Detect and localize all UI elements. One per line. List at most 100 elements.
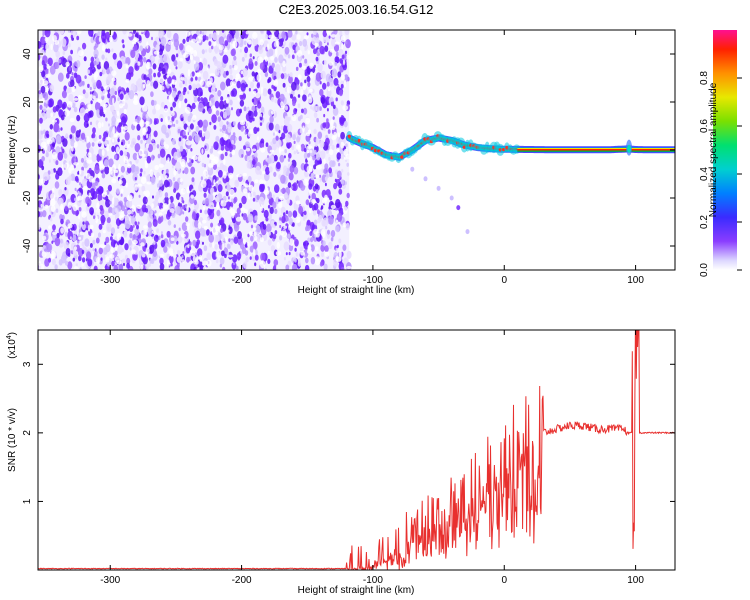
noise-blob (274, 208, 278, 214)
noise-blob (321, 213, 325, 218)
noise-gap (213, 179, 216, 185)
noise-gap (199, 57, 202, 62)
noise-blob (104, 166, 110, 175)
noise-gap (179, 178, 183, 183)
noise-blob (140, 139, 143, 144)
noise-blob (69, 236, 72, 240)
noise-blob (231, 198, 234, 203)
noise-blob (129, 247, 132, 251)
noise-blob (305, 199, 310, 206)
noise-blob (207, 107, 212, 115)
noise-blob (324, 245, 329, 253)
noise-gap (276, 241, 280, 249)
noise-blob (284, 46, 290, 55)
noise-blob (157, 189, 163, 198)
noise-gap (296, 216, 301, 223)
noise-gap (188, 31, 192, 36)
noise-blob (214, 244, 218, 250)
noise-gap (228, 172, 234, 179)
noise-blob (104, 241, 107, 245)
noise-gap (166, 159, 170, 163)
noise-blob (108, 123, 110, 127)
noise-blob (114, 155, 117, 160)
noise-blob (202, 97, 208, 107)
noise-blob (106, 155, 109, 160)
noise-blob (74, 175, 79, 182)
noise-gap (86, 159, 93, 164)
noise-blob (41, 60, 45, 66)
noise-blob (191, 71, 195, 77)
noise-blob (166, 181, 170, 187)
noise-blob (73, 158, 77, 163)
noise-gap (255, 92, 261, 99)
noise-blob (298, 205, 304, 215)
noise-blob (47, 170, 51, 175)
noise-gap (315, 259, 321, 266)
noise-blob (105, 57, 108, 62)
noise-gap (127, 139, 131, 146)
noise-blob (334, 61, 338, 67)
noise-blob (279, 93, 285, 103)
colorbar-tick-label: 0.2 (699, 215, 710, 229)
noise-blob (52, 142, 55, 148)
noise-blob (234, 179, 240, 188)
noise-blob (316, 189, 319, 194)
noise-gap (184, 106, 191, 114)
noise-gap (209, 100, 212, 107)
noise-gap (227, 85, 231, 92)
noise-blob (107, 48, 111, 54)
noise-gap (50, 250, 56, 259)
noise-gap (341, 35, 346, 43)
noise-blob (264, 71, 269, 78)
noise-blob (105, 198, 111, 208)
noise-gap (90, 232, 94, 238)
noise-blob (240, 82, 246, 92)
noise-blob (124, 208, 128, 216)
noise-gap (40, 203, 43, 208)
noise-blob (251, 71, 255, 77)
noise-blob (167, 124, 171, 129)
y-tick-label: -20 (22, 190, 33, 205)
noise-blob (284, 105, 289, 111)
noise-blob (319, 174, 322, 178)
noise-blob (207, 154, 210, 158)
snr-x-ticks: -300 -200 -100 0 100 (100, 330, 644, 586)
noise-blob (48, 130, 53, 138)
noise-gap (159, 85, 165, 91)
noise-gap (306, 149, 310, 154)
noise-gap (307, 50, 310, 55)
noise-gap (61, 163, 65, 172)
noise-blob (79, 221, 83, 227)
noise-blob (147, 213, 153, 223)
noise-blob (101, 30, 106, 37)
noise-blob (252, 56, 255, 60)
spectrogram-y-axis-title: Frequency (Hz) (7, 116, 18, 185)
noise-gap (145, 251, 149, 255)
noise-blob (250, 81, 254, 89)
noise-gap (46, 139, 53, 145)
noise-blob (101, 219, 105, 226)
noise-gap (183, 52, 189, 58)
noise-blob (57, 72, 64, 82)
x-tick-label: -200 (232, 575, 252, 586)
noise-blob (346, 162, 350, 167)
noise-blob (274, 113, 277, 117)
noise-blob (279, 217, 282, 221)
noise-blob (340, 131, 345, 140)
noise-blob (317, 149, 321, 155)
noise-blob (126, 72, 132, 81)
noise-blob (259, 30, 265, 35)
noise-gap (158, 163, 164, 168)
noise-blob (225, 70, 229, 76)
noise-blob (241, 195, 247, 205)
noise-gap (132, 121, 138, 126)
noise-blob (283, 241, 290, 251)
noise-blob (49, 124, 53, 130)
noise-blob (137, 221, 140, 225)
snr-frame (37, 329, 676, 571)
noise-gap (252, 248, 256, 257)
noise-blob (331, 144, 335, 151)
noise-blob (123, 150, 128, 157)
noise-blob (74, 230, 78, 235)
noise-blob (328, 35, 331, 39)
